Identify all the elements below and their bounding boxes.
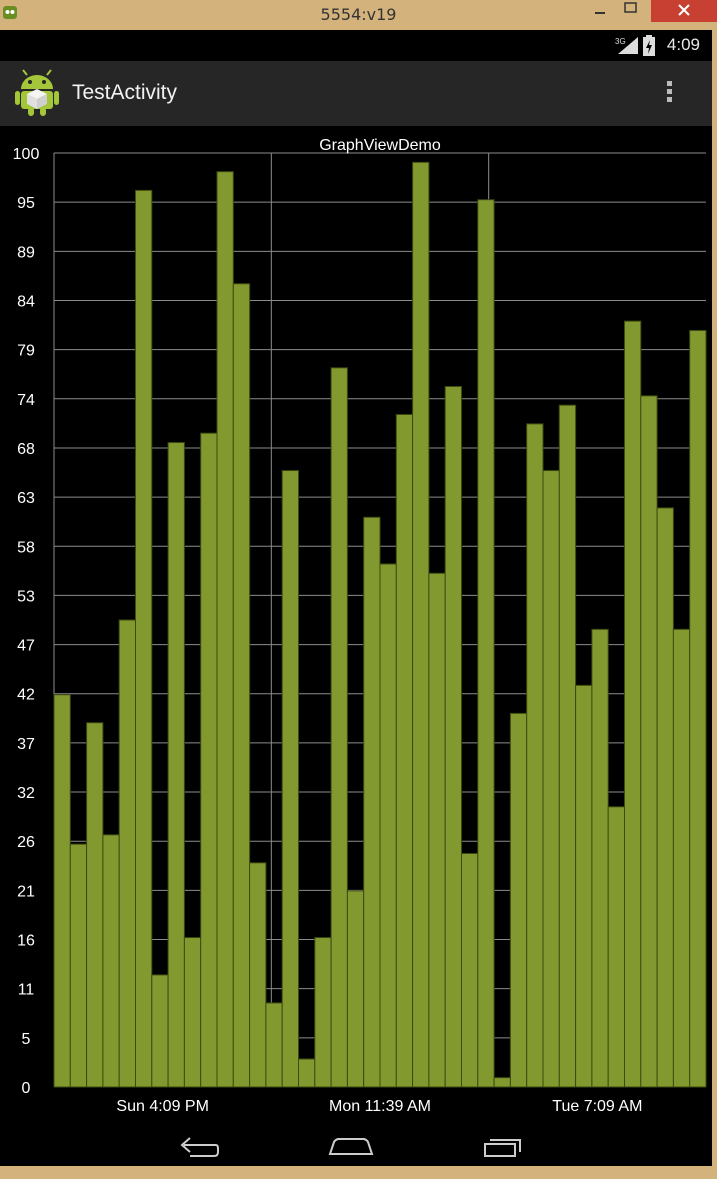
- y-tick-label: 100: [13, 146, 40, 163]
- maximize-icon: [624, 2, 637, 13]
- bar: [167, 442, 185, 1088]
- bar: [444, 386, 463, 1088]
- home-icon: [328, 1138, 374, 1155]
- bar: [477, 199, 495, 1088]
- minimize-icon: [595, 12, 605, 14]
- bar: [542, 470, 560, 1088]
- network-type-label: 3G: [615, 37, 626, 46]
- y-tick-label: 37: [17, 736, 35, 753]
- bar: [575, 684, 593, 1088]
- bar: [314, 937, 332, 1088]
- bar: [493, 1077, 511, 1088]
- android-app-icon: [15, 69, 59, 116]
- status-bar: 3G 4:09: [0, 30, 712, 61]
- bar: [412, 161, 430, 1088]
- window-titlebar: 5554:v19: [0, 0, 717, 30]
- y-tick-label: 79: [17, 343, 35, 360]
- bar: [363, 516, 381, 1088]
- home-button[interactable]: [326, 1130, 376, 1160]
- navigation-bar: [0, 1126, 712, 1166]
- window-title: 5554:v19: [320, 5, 397, 24]
- y-tick-label: 74: [17, 392, 35, 409]
- status-time: 4:09: [666, 35, 700, 54]
- action-bar: TestActivity: [0, 61, 712, 126]
- window-frame: [712, 30, 717, 1179]
- overflow-dot: [666, 81, 672, 86]
- bar: [86, 722, 104, 1088]
- y-tick-label: 32: [17, 785, 35, 802]
- signal-icon: 3G: [615, 37, 638, 54]
- emulator-app-icon: [3, 6, 17, 19]
- bar: [656, 507, 674, 1088]
- y-tick-label: 21: [17, 883, 35, 900]
- y-tick-label: 95: [17, 195, 35, 212]
- y-tick-label: 63: [17, 490, 35, 507]
- minimize-button[interactable]: [586, 0, 614, 22]
- bar: [428, 572, 446, 1088]
- chart-title: GraphViewDemo: [319, 137, 441, 154]
- bar: [135, 189, 153, 1088]
- bar: [640, 395, 658, 1088]
- y-tick-label: 84: [17, 293, 35, 310]
- bar: [232, 283, 251, 1088]
- overflow-menu-button[interactable]: [660, 81, 678, 109]
- bar: [265, 1002, 283, 1088]
- bar: [118, 619, 136, 1088]
- y-tick-label: 53: [17, 588, 35, 605]
- bar: [526, 423, 544, 1088]
- bar: [591, 628, 609, 1088]
- y-tick-label: 0: [22, 1080, 31, 1097]
- bar: [151, 974, 169, 1088]
- bar: [672, 628, 691, 1088]
- bar: [200, 432, 218, 1088]
- battery-icon: [643, 35, 655, 56]
- y-tick-label: 68: [17, 441, 35, 458]
- close-icon: [678, 4, 690, 16]
- bar: [607, 806, 626, 1088]
- bar: [102, 834, 120, 1088]
- bar: [330, 367, 348, 1088]
- overflow-dot: [666, 97, 672, 102]
- bar: [298, 1058, 316, 1088]
- bars: [53, 161, 707, 1088]
- bar: [281, 470, 300, 1088]
- bar: [624, 320, 642, 1088]
- bar: [249, 862, 267, 1088]
- bar: [183, 937, 202, 1088]
- bar: [395, 414, 414, 1088]
- y-tick-label: 26: [17, 834, 35, 851]
- y-axis-labels: 0 5 11 16 21 26 32 37 42 47 53 58 63 68 74 79 84 89 95 100: [13, 146, 40, 1097]
- bar-graph: 051116212632374247535863687479848995100 …: [13, 137, 707, 1115]
- bar: [509, 712, 528, 1088]
- windows-taskbar: [0, 1166, 712, 1179]
- app-title: TestActivity: [72, 81, 178, 104]
- y-tick-label: 42: [17, 687, 35, 704]
- y-tick-label: 16: [17, 933, 35, 950]
- bar: [461, 853, 479, 1088]
- bar: [346, 890, 365, 1088]
- bar: [53, 694, 71, 1088]
- x-tick-label: Tue 7:09 AM: [552, 1098, 642, 1115]
- back-button[interactable]: [176, 1130, 222, 1160]
- bar: [379, 563, 397, 1088]
- maximize-button[interactable]: [616, 0, 644, 22]
- x-axis-labels: Sun 4:09 PM Mon 11:39 AM Tue 7:09 AM: [116, 1098, 642, 1115]
- bar: [558, 404, 577, 1088]
- x-tick-label: Mon 11:39 AM: [329, 1098, 431, 1115]
- overflow-dot: [666, 89, 672, 94]
- y-tick-label: 89: [17, 244, 35, 261]
- x-tick-label: Sun 4:09 PM: [116, 1098, 209, 1115]
- recent-apps-icon: [484, 1139, 521, 1157]
- bar: [216, 171, 234, 1088]
- back-icon: [180, 1137, 219, 1157]
- close-button[interactable]: [651, 0, 717, 22]
- bar: [69, 843, 88, 1088]
- y-tick-label: 47: [17, 638, 35, 655]
- recent-apps-button[interactable]: [480, 1130, 526, 1160]
- bar: [689, 329, 707, 1088]
- y-tick-label: 11: [18, 982, 35, 999]
- y-tick-label: 5: [22, 1031, 31, 1048]
- y-tick-label: 58: [17, 539, 35, 556]
